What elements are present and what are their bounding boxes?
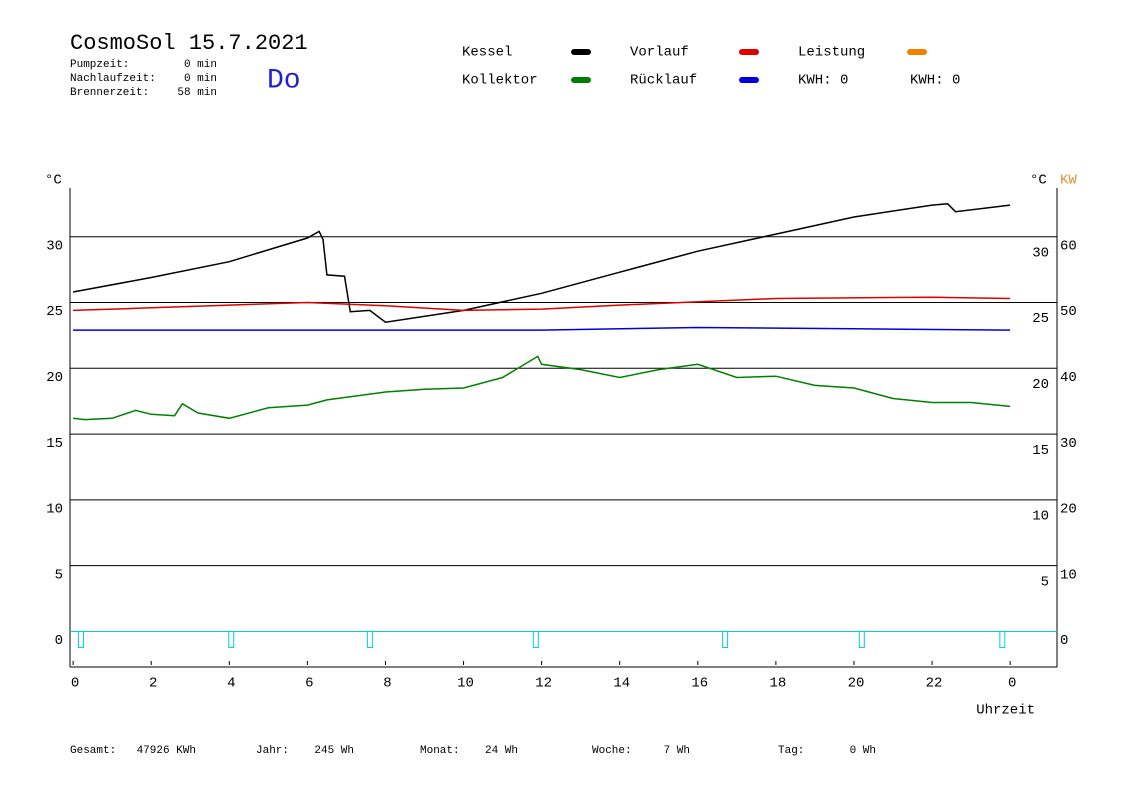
- y-tick-label: 20: [46, 370, 63, 386]
- pulse: [77, 630, 84, 648]
- footer-label: Monat:: [420, 745, 460, 757]
- footer-value: 7 Wh: [664, 745, 690, 757]
- footer-value: 0 Wh: [850, 745, 876, 757]
- footer-label: Jahr:: [256, 745, 289, 757]
- pulse: [999, 630, 1006, 648]
- info-value: 0 min: [184, 59, 217, 71]
- legend-label: Vorlauf: [630, 45, 689, 61]
- y2-tick-label: 30: [1060, 436, 1077, 452]
- y-tick-label-right: 30: [1032, 245, 1049, 261]
- y-tick-label-right: 20: [1032, 377, 1049, 393]
- footer-value: 47926 KWh: [137, 745, 196, 757]
- weekday: Do: [267, 65, 301, 96]
- y-tick-label: 0: [55, 633, 63, 649]
- x-tick-label: 10: [457, 676, 474, 692]
- y2-axis-label: KW: [1060, 173, 1077, 189]
- info-value: 58 min: [177, 87, 217, 99]
- x-tick-label: 22: [926, 676, 943, 692]
- info-label: Nachlaufzeit:: [70, 73, 156, 85]
- footer-label: Tag:: [778, 745, 804, 757]
- y2-tick-label: 0: [1060, 633, 1068, 649]
- y2-tick-label: 60: [1060, 238, 1077, 254]
- y-axis-unit-right: °C: [1030, 173, 1047, 189]
- footer-label: Woche:: [592, 745, 632, 757]
- y-tick-label: 25: [46, 304, 63, 320]
- y-tick-label-right: 5: [1041, 574, 1049, 590]
- footer-value: 24 Wh: [485, 745, 518, 757]
- legend-label: Kessel: [462, 45, 512, 61]
- footer-label: Gesamt:: [70, 745, 116, 757]
- footer-value: 245 Wh: [314, 745, 354, 757]
- kwh-label: KWH: 0: [798, 73, 848, 89]
- legend-label: Leistung: [798, 45, 865, 61]
- legend-label: Kollektor: [462, 73, 538, 89]
- pulse: [228, 630, 235, 648]
- series-line: [73, 296, 1011, 312]
- y-tick-label-right: 10: [1032, 509, 1049, 525]
- x-tick-label: 8: [383, 676, 391, 692]
- series-line: [73, 326, 1011, 331]
- y2-tick-label: 40: [1060, 370, 1077, 386]
- kwh-label: KWH: 0: [910, 73, 960, 89]
- y2-tick-label: 10: [1060, 567, 1077, 583]
- y2-tick-label: 20: [1060, 502, 1077, 518]
- y-tick-label-right: 25: [1032, 311, 1049, 327]
- y-tick-label: 10: [46, 502, 63, 518]
- x-tick-label: 6: [305, 676, 313, 692]
- y-tick-label: 30: [46, 238, 63, 254]
- x-tick-label: 18: [769, 676, 786, 692]
- y-tick-label: 15: [46, 436, 63, 452]
- x-tick-label: 14: [613, 676, 630, 692]
- pulse: [722, 630, 729, 648]
- x-tick-label: 0: [71, 676, 79, 692]
- pulse: [532, 630, 539, 648]
- series-line: [73, 355, 1011, 421]
- pulse: [858, 630, 865, 648]
- pulse: [366, 630, 373, 648]
- y-tick-label-right: 15: [1032, 443, 1049, 459]
- x-tick-label: 2: [149, 676, 157, 692]
- x-axis-label: Uhrzeit: [976, 703, 1035, 719]
- x-tick-label: 20: [848, 676, 865, 692]
- info-value: 0 min: [184, 73, 217, 85]
- series-line: [72, 203, 1011, 323]
- chart-title: CosmoSol 15.7.2021: [70, 31, 308, 56]
- x-tick-label: 0: [1008, 676, 1016, 692]
- y2-tick-label: 50: [1060, 304, 1077, 320]
- y-tick-label: 5: [55, 567, 63, 583]
- info-label: Brennerzeit:: [70, 87, 149, 99]
- legend-label: Rücklauf: [630, 73, 697, 89]
- info-label: Pumpzeit:: [70, 59, 129, 71]
- x-tick-label: 4: [227, 676, 235, 692]
- x-tick-label: 16: [691, 676, 708, 692]
- x-tick-label: 12: [535, 676, 552, 692]
- y-axis-unit: °C: [45, 173, 62, 189]
